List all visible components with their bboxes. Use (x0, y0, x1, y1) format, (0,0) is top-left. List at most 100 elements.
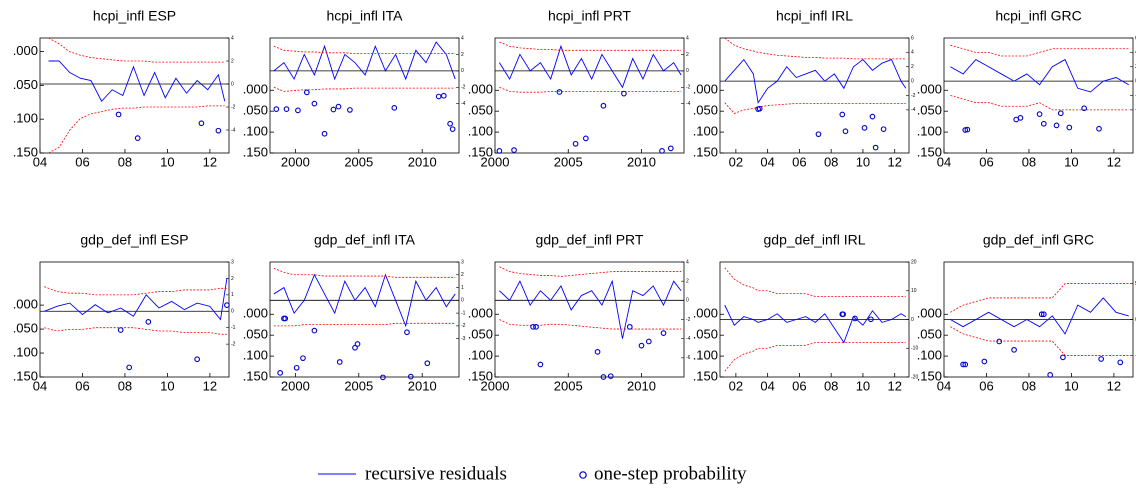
x-tick-label: 08 (1022, 154, 1036, 169)
probability-point (347, 107, 353, 113)
probability-point (303, 89, 310, 96)
panel: hcpi_infl PRT .000 .050 .100 .150 4 2 0 -2 -4 2000… (468, 8, 691, 170)
y2-tick-label: -2 (231, 104, 236, 110)
y-tick-label: .100 (917, 124, 942, 139)
y2-tick-label: -2 (461, 323, 466, 329)
legend-label: recursive residuals (365, 463, 507, 484)
bound-line (724, 102, 906, 114)
x-tick-label: 06 (75, 378, 89, 393)
y-tick-label: .000 (468, 82, 493, 97)
bound-line (44, 327, 227, 335)
probability-point (556, 89, 563, 95)
probability-point (1060, 354, 1066, 361)
probability-point (840, 311, 846, 318)
x-tick-label: 08 (118, 154, 132, 169)
y-tick-label: .100 (13, 111, 38, 126)
y2-tick-label: 4 (231, 35, 234, 41)
y2-tick-label: -4 (461, 101, 466, 107)
bound-line (724, 342, 906, 372)
x-tick-label: 2005 (344, 378, 373, 393)
y-tick-label: .000 (917, 306, 942, 321)
probability-point (861, 125, 868, 131)
probability-point (215, 127, 222, 134)
probability-point (273, 106, 280, 112)
probability-point (1096, 125, 1102, 132)
x-tick-label: 10 (1064, 154, 1078, 169)
panel: gdp_def_infl PRT .000 .050 .100 .150 4 2 0 -2 -4 -… (468, 232, 691, 394)
probability-point (594, 349, 601, 355)
y-tick-label: .050 (243, 327, 268, 342)
probability-point (194, 356, 200, 363)
probability-point (815, 131, 822, 138)
plot-frame (269, 261, 460, 378)
y2-tick-label: -2 (911, 93, 916, 99)
y-tick-label: .100 (243, 124, 268, 139)
probability-point (962, 361, 969, 368)
x-tick-label: 06 (792, 378, 806, 393)
y-tick-label: .150 (13, 368, 38, 383)
probability-point (224, 302, 230, 308)
x-tick-label: 06 (792, 154, 806, 169)
probability-point (1057, 110, 1064, 117)
x-tick-label: 08 (824, 154, 838, 169)
y-tick-label: .150 (468, 144, 493, 159)
x-tick-label: 2000 (481, 154, 510, 169)
x-tick-label: 08 (1022, 378, 1036, 393)
y2-tick-label: 1 (461, 285, 464, 291)
y2-tick-label: 2 (686, 278, 689, 284)
y-tick-label: .100 (693, 348, 718, 363)
x-tick-label: 2005 (554, 154, 583, 169)
y-tick-label: .050 (243, 103, 268, 118)
y2-tick-label: -1 (231, 325, 236, 331)
y2-tick-label: 2 (686, 52, 689, 58)
x-tick-label: 04 (33, 378, 47, 393)
y-tick-label: .100 (468, 348, 493, 363)
x-tick-label: 08 (118, 378, 132, 393)
y2-tick-label: 0 (461, 68, 464, 74)
bound-line (499, 266, 682, 277)
probability-point (964, 126, 971, 133)
x-tick-label: 12 (887, 154, 901, 169)
panel-title: gdp_def_infl IRL (764, 232, 866, 248)
panel-title: hcpi_infl PRT (548, 8, 631, 24)
y-tick-label: .000 (13, 43, 38, 58)
bound-line (499, 86, 682, 93)
y2-tick-label: 20 (911, 259, 917, 265)
panel-title: gdp_def_infl ITA (314, 232, 416, 248)
plot-frame (39, 261, 230, 378)
legend: recursive residuals one-step probability (318, 463, 747, 484)
probability-point (582, 135, 589, 142)
probability-point (282, 315, 289, 322)
x-tick-label: 2010 (627, 154, 656, 169)
probability-point (880, 126, 887, 133)
panel: hcpi_infl IRL .000 .050 .100 .150 6 4 2 0 -2 -4 02 0… (693, 8, 916, 170)
y-tick-label: .150 (468, 368, 493, 383)
probability-point (960, 361, 966, 368)
y2-tick-label: 10 (911, 288, 917, 294)
x-tick-label: 2000 (281, 154, 310, 169)
y-tick-label: .150 (917, 368, 942, 383)
probability-point (293, 364, 300, 371)
y-tick-label: .050 (917, 103, 942, 118)
bound-line (273, 86, 456, 92)
x-tick-label: 10 (856, 378, 870, 393)
y2-tick-label: 0 (686, 298, 689, 304)
probability-point (756, 105, 763, 112)
y-tick-label: .000 (917, 82, 942, 97)
panel: hcpi_infl ESP .000 .050 .100 .150 4 2 0 -2 -4 04 06… (13, 8, 236, 170)
y2-tick-label: -1 (461, 310, 466, 316)
x-tick-label: 06 (979, 154, 993, 169)
bound-line (273, 268, 456, 278)
bound-line (950, 326, 1129, 356)
y2-tick-label: -4 (231, 127, 236, 133)
x-tick-label: 12 (203, 154, 217, 169)
probability-point (321, 130, 328, 137)
probability-point (283, 106, 290, 112)
x-tick-label: 08 (824, 378, 838, 393)
probability-point (1117, 359, 1124, 366)
probability-point (352, 344, 358, 351)
y2-tick-label: -4 (686, 336, 691, 342)
y-tick-label: .000 (243, 306, 268, 321)
residual-line (499, 44, 682, 89)
y-tick-label: .100 (693, 124, 718, 139)
